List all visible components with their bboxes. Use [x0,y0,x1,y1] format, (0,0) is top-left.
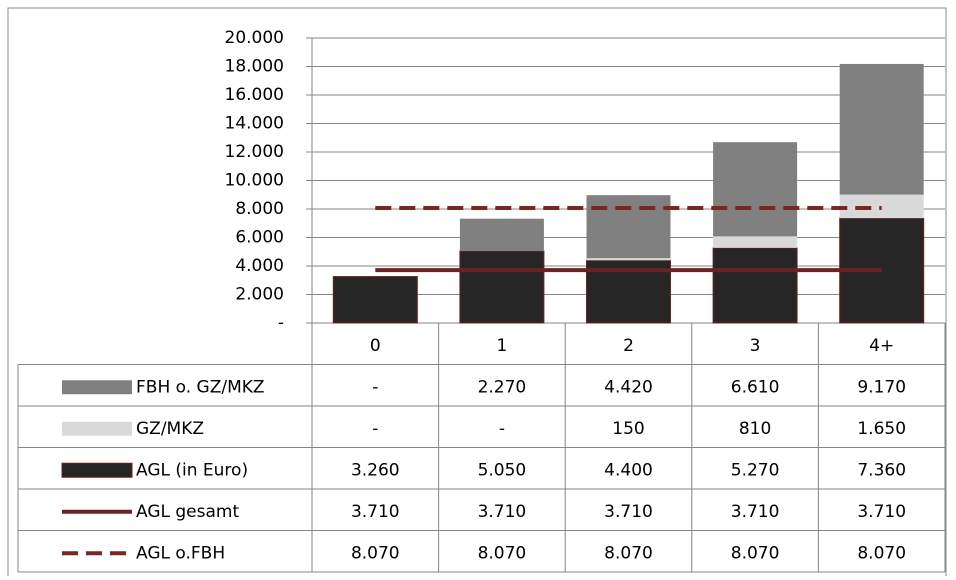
bar [586,195,671,259]
y-tick-label: 2.000 [235,285,284,305]
table-cell: 1.650 [857,419,906,439]
table-cell: 4.400 [604,460,653,480]
table-cell: 3.260 [351,460,400,480]
bar [459,218,544,252]
bar [586,258,671,261]
bar [459,250,545,324]
legend-swatch [62,421,132,436]
table-cell: 8.070 [731,543,780,563]
table-cell: 8.070 [604,543,653,563]
legend-label: AGL o.FBH [136,543,225,563]
chart-frame [7,7,947,580]
legend-label: GZ/MKZ [136,419,204,439]
table-cell: 3.710 [478,502,527,522]
y-tick-label: 4.000 [235,256,284,276]
x-tick-label: 0 [370,336,381,356]
y-tick-label: 20.000 [225,28,284,48]
legend-label: AGL (in Euro) [136,460,248,480]
legend-swatch [61,462,133,478]
table-cell: 3.710 [731,502,780,522]
bar [712,247,798,324]
y-tick-label: 18.000 [225,57,284,77]
table-cell: 3.710 [351,502,400,522]
table-cell: 8.070 [857,543,906,563]
table-cell: 8.070 [478,543,527,563]
table-cell: - [499,419,505,439]
table-cell: 3.710 [857,502,906,522]
bar [713,236,798,248]
table-cell: - [372,419,378,439]
bar [839,63,924,195]
table-cell: 8.070 [351,543,400,563]
table-cell: 810 [739,419,771,439]
x-tick-label: 1 [496,336,507,356]
table-cell: 4.420 [604,377,653,397]
bar [332,276,418,324]
table-cell: 9.170 [857,377,906,397]
y-tick-label: 6.000 [235,228,284,248]
legend-label: FBH o. GZ/MKZ [136,377,265,397]
y-tick-label: 14.000 [225,114,284,134]
table-cell: - [372,377,378,397]
legend-swatch [62,380,132,395]
y-tick-label: 10.000 [225,171,284,191]
table-cell: 6.610 [731,377,780,397]
table-cell: 150 [612,419,644,439]
y-tick-label: - [278,313,284,333]
y-tick-label: 12.000 [225,142,284,162]
table-cell: 7.360 [857,460,906,480]
table-cell: 2.270 [478,377,527,397]
table-cell: 3.710 [604,502,653,522]
y-tick-label: 16.000 [225,85,284,105]
y-tick-label: 8.000 [235,199,284,219]
legend-label: AGL gesamt [136,502,239,522]
table-cell: 5.050 [478,460,527,480]
x-tick-label: 4+ [869,336,894,356]
table-cell: 5.270 [731,460,780,480]
bar [713,142,798,237]
x-tick-label: 2 [623,336,634,356]
x-tick-label: 3 [750,336,761,356]
